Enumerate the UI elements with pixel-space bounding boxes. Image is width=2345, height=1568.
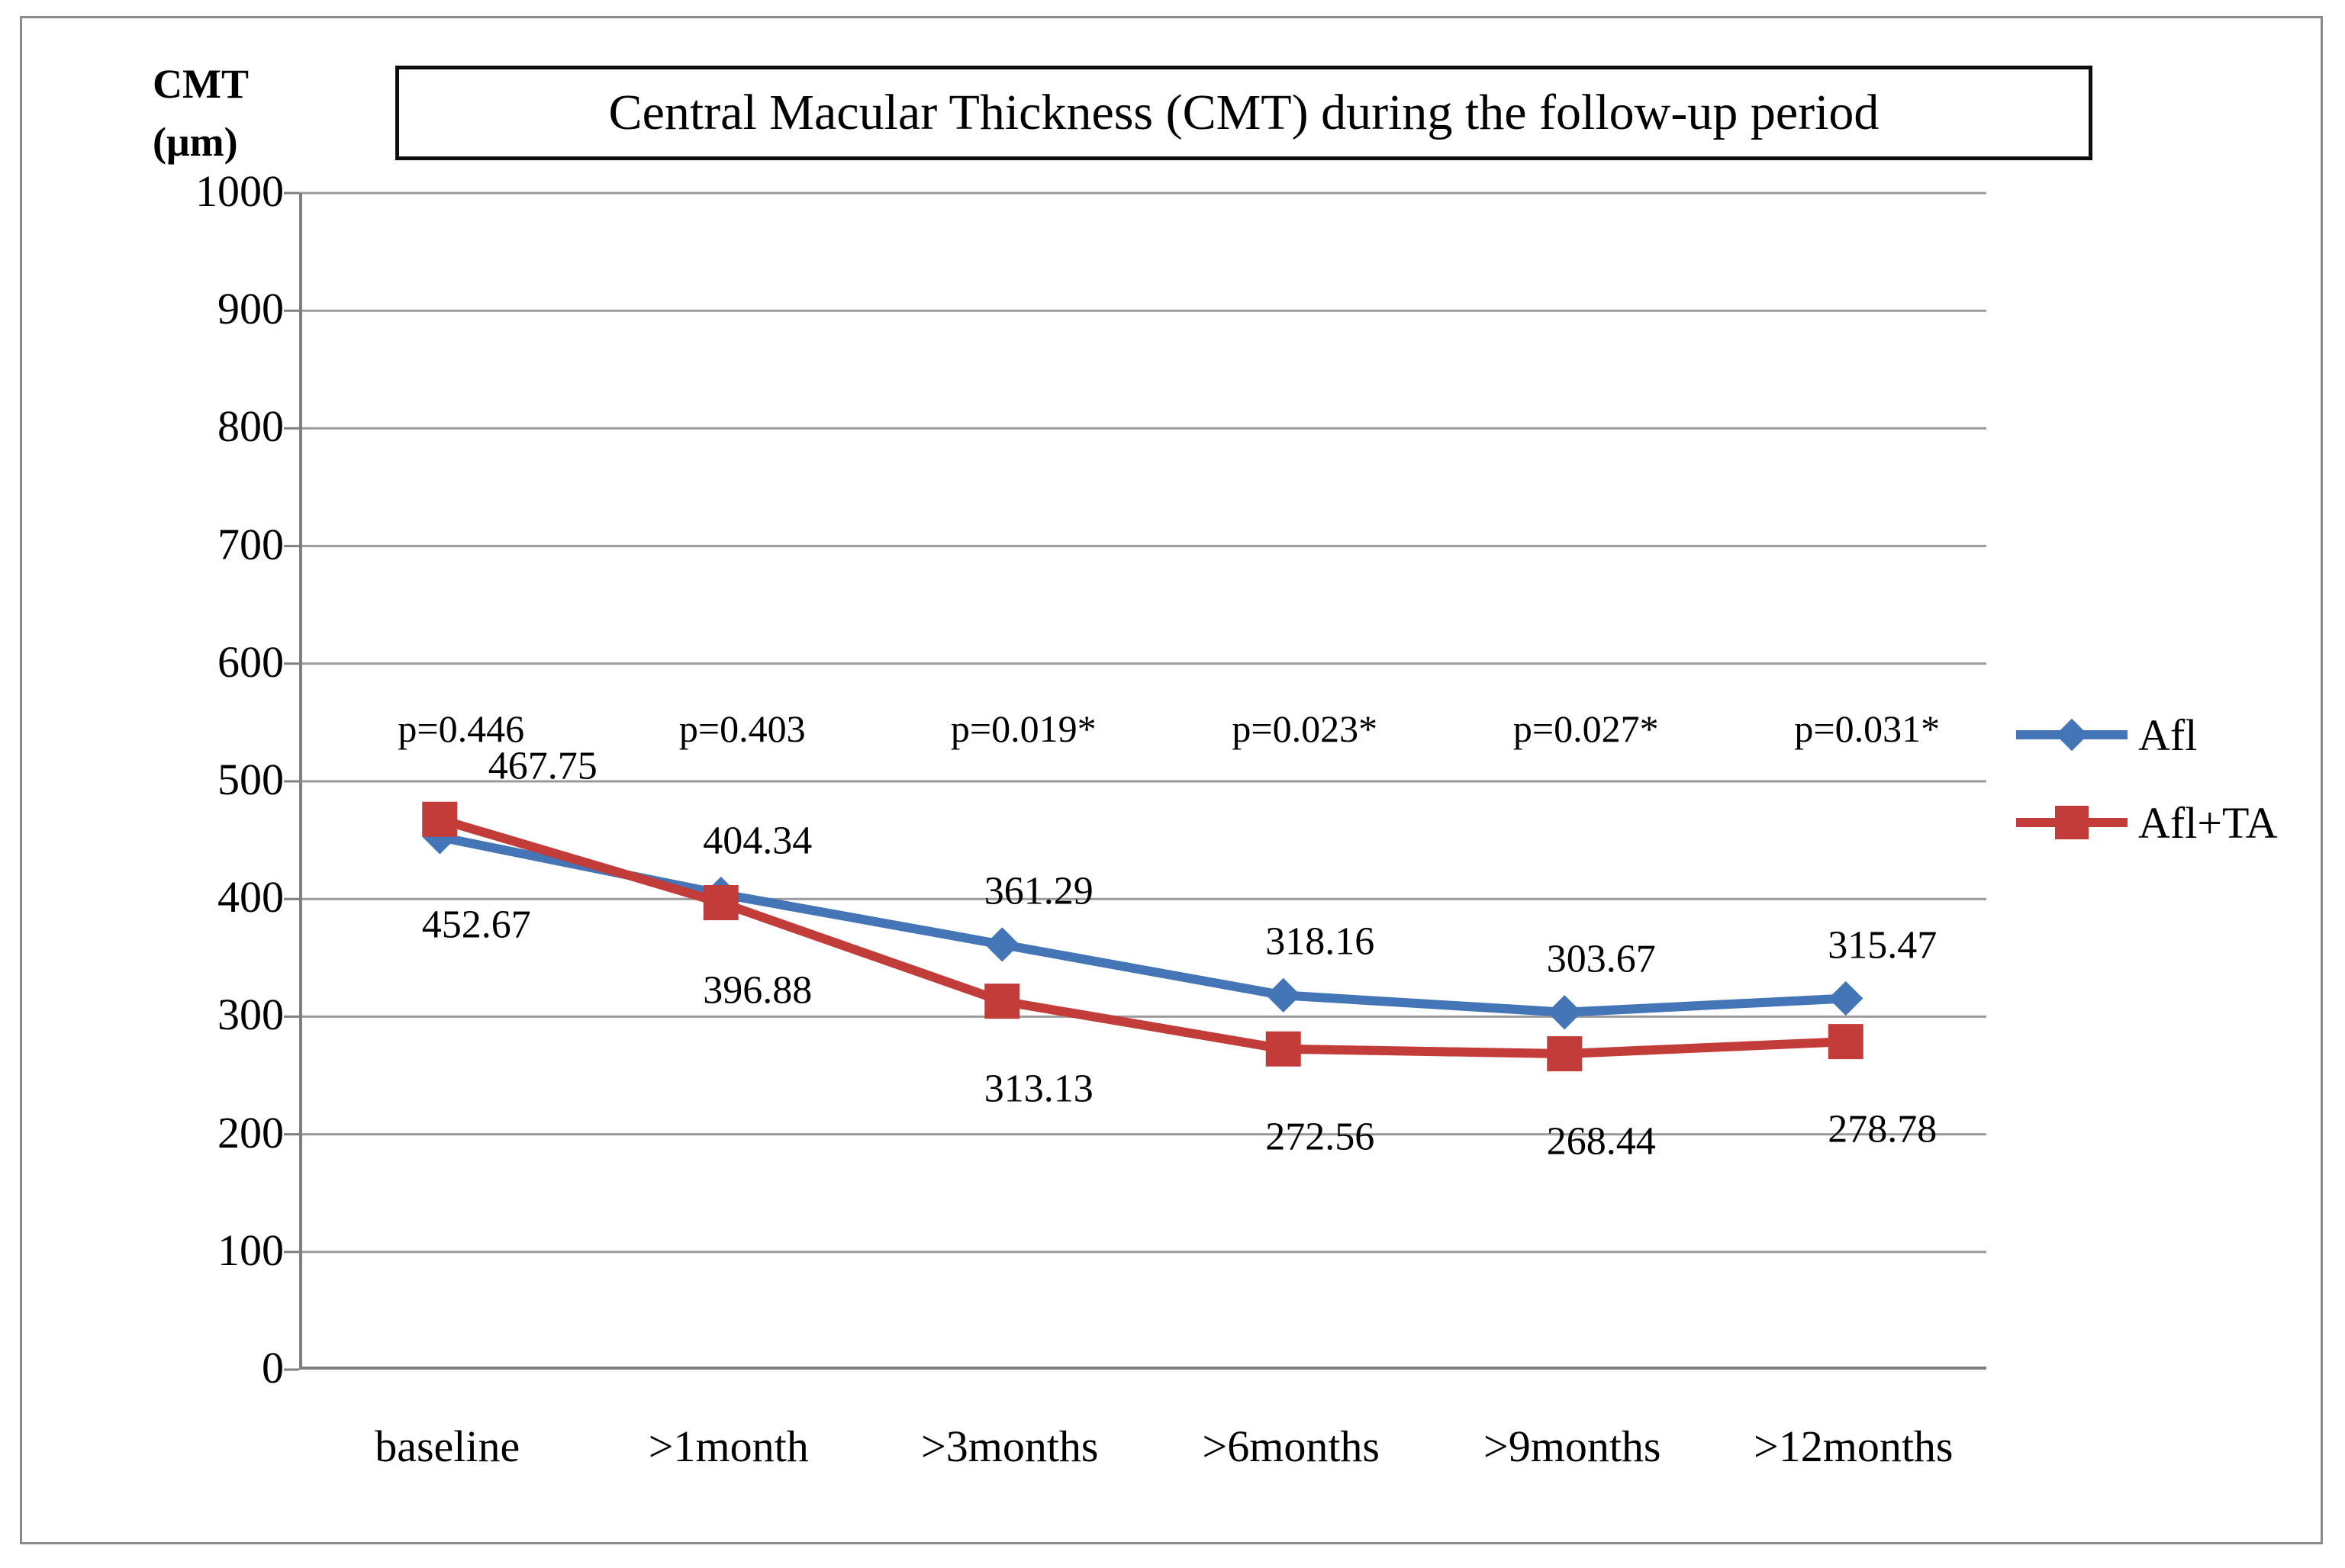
p-value-label: p=0.403 bbox=[678, 707, 806, 750]
y-tick-label: 100 bbox=[217, 1225, 284, 1275]
legend-label-afl-ta: Afl+TA bbox=[2138, 797, 2278, 848]
y-axis-title: CMT (μm) bbox=[153, 55, 382, 171]
legend-square-marker-afl-ta-icon bbox=[2055, 806, 2089, 839]
y-tick-label: 900 bbox=[217, 284, 284, 334]
p-value-label: p=0.027* bbox=[1512, 707, 1659, 750]
y-tick-label: 300 bbox=[217, 990, 284, 1040]
y-tick-label: 1000 bbox=[195, 166, 284, 216]
plot-area bbox=[284, 192, 1986, 1371]
data-label-afl: 452.67 bbox=[421, 903, 531, 947]
square-marker-icon bbox=[1828, 1024, 1863, 1060]
chart-canvas bbox=[284, 192, 1986, 1371]
data-label-afl-ta: 268.44 bbox=[1546, 1119, 1656, 1164]
data-label-afl-ta: 272.56 bbox=[1265, 1115, 1375, 1159]
data-label-afl: 404.34 bbox=[703, 819, 813, 862]
y-tick-label: 200 bbox=[217, 1107, 284, 1157]
x-tick-label: >9months bbox=[1483, 1422, 1661, 1471]
x-tick-label: >1month bbox=[648, 1422, 809, 1471]
data-label-afl: 315.47 bbox=[1828, 923, 1938, 968]
y-tick-label: 800 bbox=[217, 401, 284, 452]
x-tick-label: >6months bbox=[1202, 1422, 1380, 1471]
square-marker-icon bbox=[703, 885, 739, 921]
legend-diamond-marker-afl-icon bbox=[2055, 718, 2089, 752]
y-tick-label: 400 bbox=[217, 872, 284, 922]
data-label-afl: 361.29 bbox=[984, 869, 1094, 913]
y-tick-label: 600 bbox=[217, 636, 284, 687]
legend-item-afl: Afl bbox=[2016, 710, 2198, 760]
y-tick-label: 500 bbox=[217, 754, 284, 804]
data-label-afl-ta: 313.13 bbox=[984, 1067, 1094, 1111]
data-label-afl: 303.67 bbox=[1546, 937, 1656, 981]
legend-key-afl-ta bbox=[2016, 798, 2128, 847]
data-label-afl-ta: 396.88 bbox=[703, 968, 813, 1013]
series-line-afl-ta bbox=[438, 814, 1847, 1059]
square-marker-icon bbox=[984, 984, 1020, 1019]
y-axis-title-line2: (μm) bbox=[153, 119, 238, 165]
data-label-afl-ta: 467.75 bbox=[488, 744, 598, 788]
p-value-label: p=0.031* bbox=[1794, 707, 1941, 750]
x-tick-label: baseline bbox=[375, 1422, 520, 1471]
data-label-afl-ta: 278.78 bbox=[1828, 1107, 1938, 1151]
diamond-marker-icon bbox=[1547, 995, 1582, 1030]
series-line-afl bbox=[439, 832, 1847, 1017]
figure-border bbox=[20, 16, 2323, 1544]
x-tick-label: >12months bbox=[1753, 1422, 1954, 1471]
y-axis-title-line1: CMT bbox=[153, 61, 249, 107]
chart-title-box: Central Macular Thickness (CMT) during t… bbox=[395, 66, 2092, 160]
p-value-label: p=0.446 bbox=[398, 707, 525, 750]
y-tick-label: 700 bbox=[217, 519, 284, 569]
p-value-label: p=0.019* bbox=[950, 707, 1097, 750]
square-marker-icon bbox=[1547, 1036, 1583, 1072]
square-marker-icon bbox=[1265, 1031, 1301, 1067]
chart-title: Central Macular Thickness (CMT) during t… bbox=[608, 85, 1880, 140]
p-value-label: p=0.023* bbox=[1232, 707, 1378, 750]
y-tick-label: 0 bbox=[262, 1342, 284, 1393]
legend-item-afl-ta: Afl+TA bbox=[2016, 797, 2278, 848]
diamond-marker-icon bbox=[1266, 977, 1301, 1013]
diamond-marker-icon bbox=[1828, 980, 1863, 1016]
x-tick-label: >3months bbox=[920, 1422, 1099, 1471]
legend-key-afl bbox=[2016, 710, 2128, 759]
diamond-marker-icon bbox=[984, 927, 1019, 962]
square-marker-icon bbox=[422, 801, 458, 837]
data-label-afl: 318.16 bbox=[1265, 919, 1375, 964]
legend-label-afl: Afl bbox=[2138, 710, 2198, 760]
